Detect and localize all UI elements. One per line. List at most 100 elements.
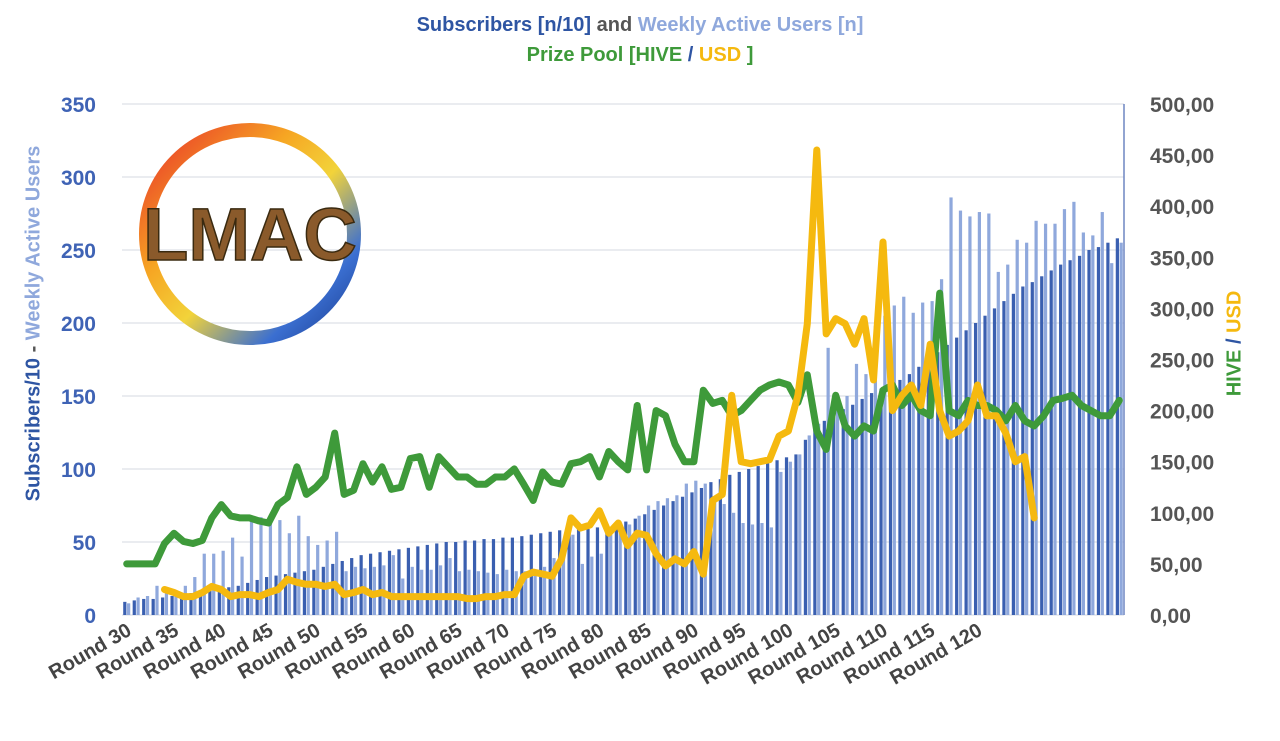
active-users-bar (892, 305, 896, 615)
active-users-bar (883, 315, 887, 615)
subscribers-bar (964, 330, 968, 615)
subscribers-bar (161, 597, 165, 615)
active-users-bar (741, 523, 745, 615)
active-users-bar (524, 571, 528, 615)
subscribers-bar (1059, 264, 1063, 615)
active-users-bar (1034, 220, 1038, 616)
left-axis-label-part: Subscribers/10 (22, 357, 45, 502)
active-users-bar (457, 571, 462, 615)
subscribers-bar (406, 547, 411, 615)
active-users-bar (694, 480, 698, 615)
right-tick-label: 200,00 (1150, 401, 1214, 424)
subscribers-bar (1087, 250, 1091, 615)
active-users-bar (713, 501, 717, 615)
right-tick-label: 500,00 (1150, 94, 1214, 117)
active-users-bar (618, 527, 622, 615)
subscribers-bar (1002, 301, 1006, 615)
active-users-bar (977, 212, 981, 616)
active-users-bar (268, 518, 273, 615)
right-tick-label: 150,00 (1150, 452, 1214, 475)
active-users-bar (391, 555, 395, 615)
active-users-bar (127, 603, 131, 615)
active-users-bar (1025, 242, 1029, 615)
right-axis-label-part: USD (1223, 290, 1246, 333)
subscribers-bar (737, 471, 741, 615)
active-users-bar (854, 363, 859, 615)
line-series (123, 146, 1123, 603)
subscribers-bar (321, 566, 325, 615)
left-axis-label-part: Weekly Active Users (22, 145, 45, 341)
subscribers-bar (813, 429, 817, 615)
right-tick-label: 300,00 (1150, 298, 1214, 321)
title-line2-part: USD (698, 44, 742, 66)
subscribers-bar (860, 398, 864, 615)
subscribers-bar (368, 553, 373, 615)
title-line1-part: Subscribers [n/10] (416, 14, 592, 36)
subscribers-bar (832, 413, 836, 615)
active-users-bar (174, 594, 178, 615)
subscribers-bar (425, 544, 429, 615)
active-users-bar (429, 569, 433, 615)
subscribers-bar (1096, 247, 1101, 615)
title-line1-part: and (591, 14, 638, 36)
subscribers-bar (936, 352, 940, 615)
left-tick-label: 300 (61, 167, 96, 190)
subscribers-bar (416, 546, 420, 615)
subscribers-bar (992, 308, 997, 615)
title-line2-part: / (682, 44, 699, 66)
subscribers-bar (784, 457, 789, 615)
subscribers-bar (208, 590, 212, 615)
subscribers-bar (973, 323, 978, 615)
subscribers-bar (179, 594, 184, 615)
right-tick-label: 50,00 (1150, 554, 1203, 577)
active-users-bar (571, 534, 575, 615)
left-tick-label: 200 (61, 313, 96, 336)
active-users-bar (552, 558, 556, 615)
subscribers-bar (236, 585, 240, 615)
active-users-bar (798, 454, 802, 615)
subscribers-bar (1115, 238, 1119, 615)
active-users-bar (939, 279, 944, 615)
subscribers-bar (643, 514, 647, 615)
subscribers-bar (482, 539, 486, 615)
subscribers-bar (567, 530, 571, 615)
left-tick-label: 250 (61, 240, 96, 263)
active-users-bar (788, 461, 792, 615)
subscribers-bar (246, 582, 250, 615)
active-users-bar (732, 512, 736, 615)
active-users-bar (628, 524, 632, 615)
active-users-bar (873, 325, 878, 615)
subscribers-bar (274, 575, 278, 615)
active-users-bar (448, 558, 452, 615)
active-users-bar (864, 374, 868, 615)
title-line2-part: HIVE (635, 44, 683, 66)
subscribers-bar (841, 409, 845, 615)
subscribers-bar (879, 388, 883, 615)
subscribers-bar (586, 528, 590, 615)
subscribers-bar (983, 315, 987, 615)
subscribers-bar (463, 540, 467, 615)
active-users-bar (769, 527, 774, 615)
left-tick-label: 100 (61, 459, 96, 482)
subscribers-bar (680, 496, 685, 615)
subscribers-bar (652, 509, 656, 615)
active-users-bar (240, 556, 244, 615)
active-users-bar (911, 312, 915, 615)
active-users-bar (637, 515, 641, 615)
subscribers-bar (822, 420, 826, 615)
subscribers-bar (775, 460, 779, 615)
right-axis-label-part: / (1223, 332, 1246, 350)
subscribers-bar (472, 540, 477, 615)
active-users-bar (231, 537, 235, 615)
subscribers-bar (624, 521, 628, 615)
active-users-bar (722, 504, 726, 615)
active-users-bar (467, 569, 471, 615)
subscribers-bar (718, 479, 722, 615)
subscribers-bar (1030, 282, 1034, 615)
active-users-bar (1081, 232, 1085, 616)
subscribers-bar (1040, 276, 1044, 615)
subscribers-bar (142, 598, 146, 615)
active-users-bar (334, 531, 339, 615)
subscribers-bar (217, 588, 221, 615)
